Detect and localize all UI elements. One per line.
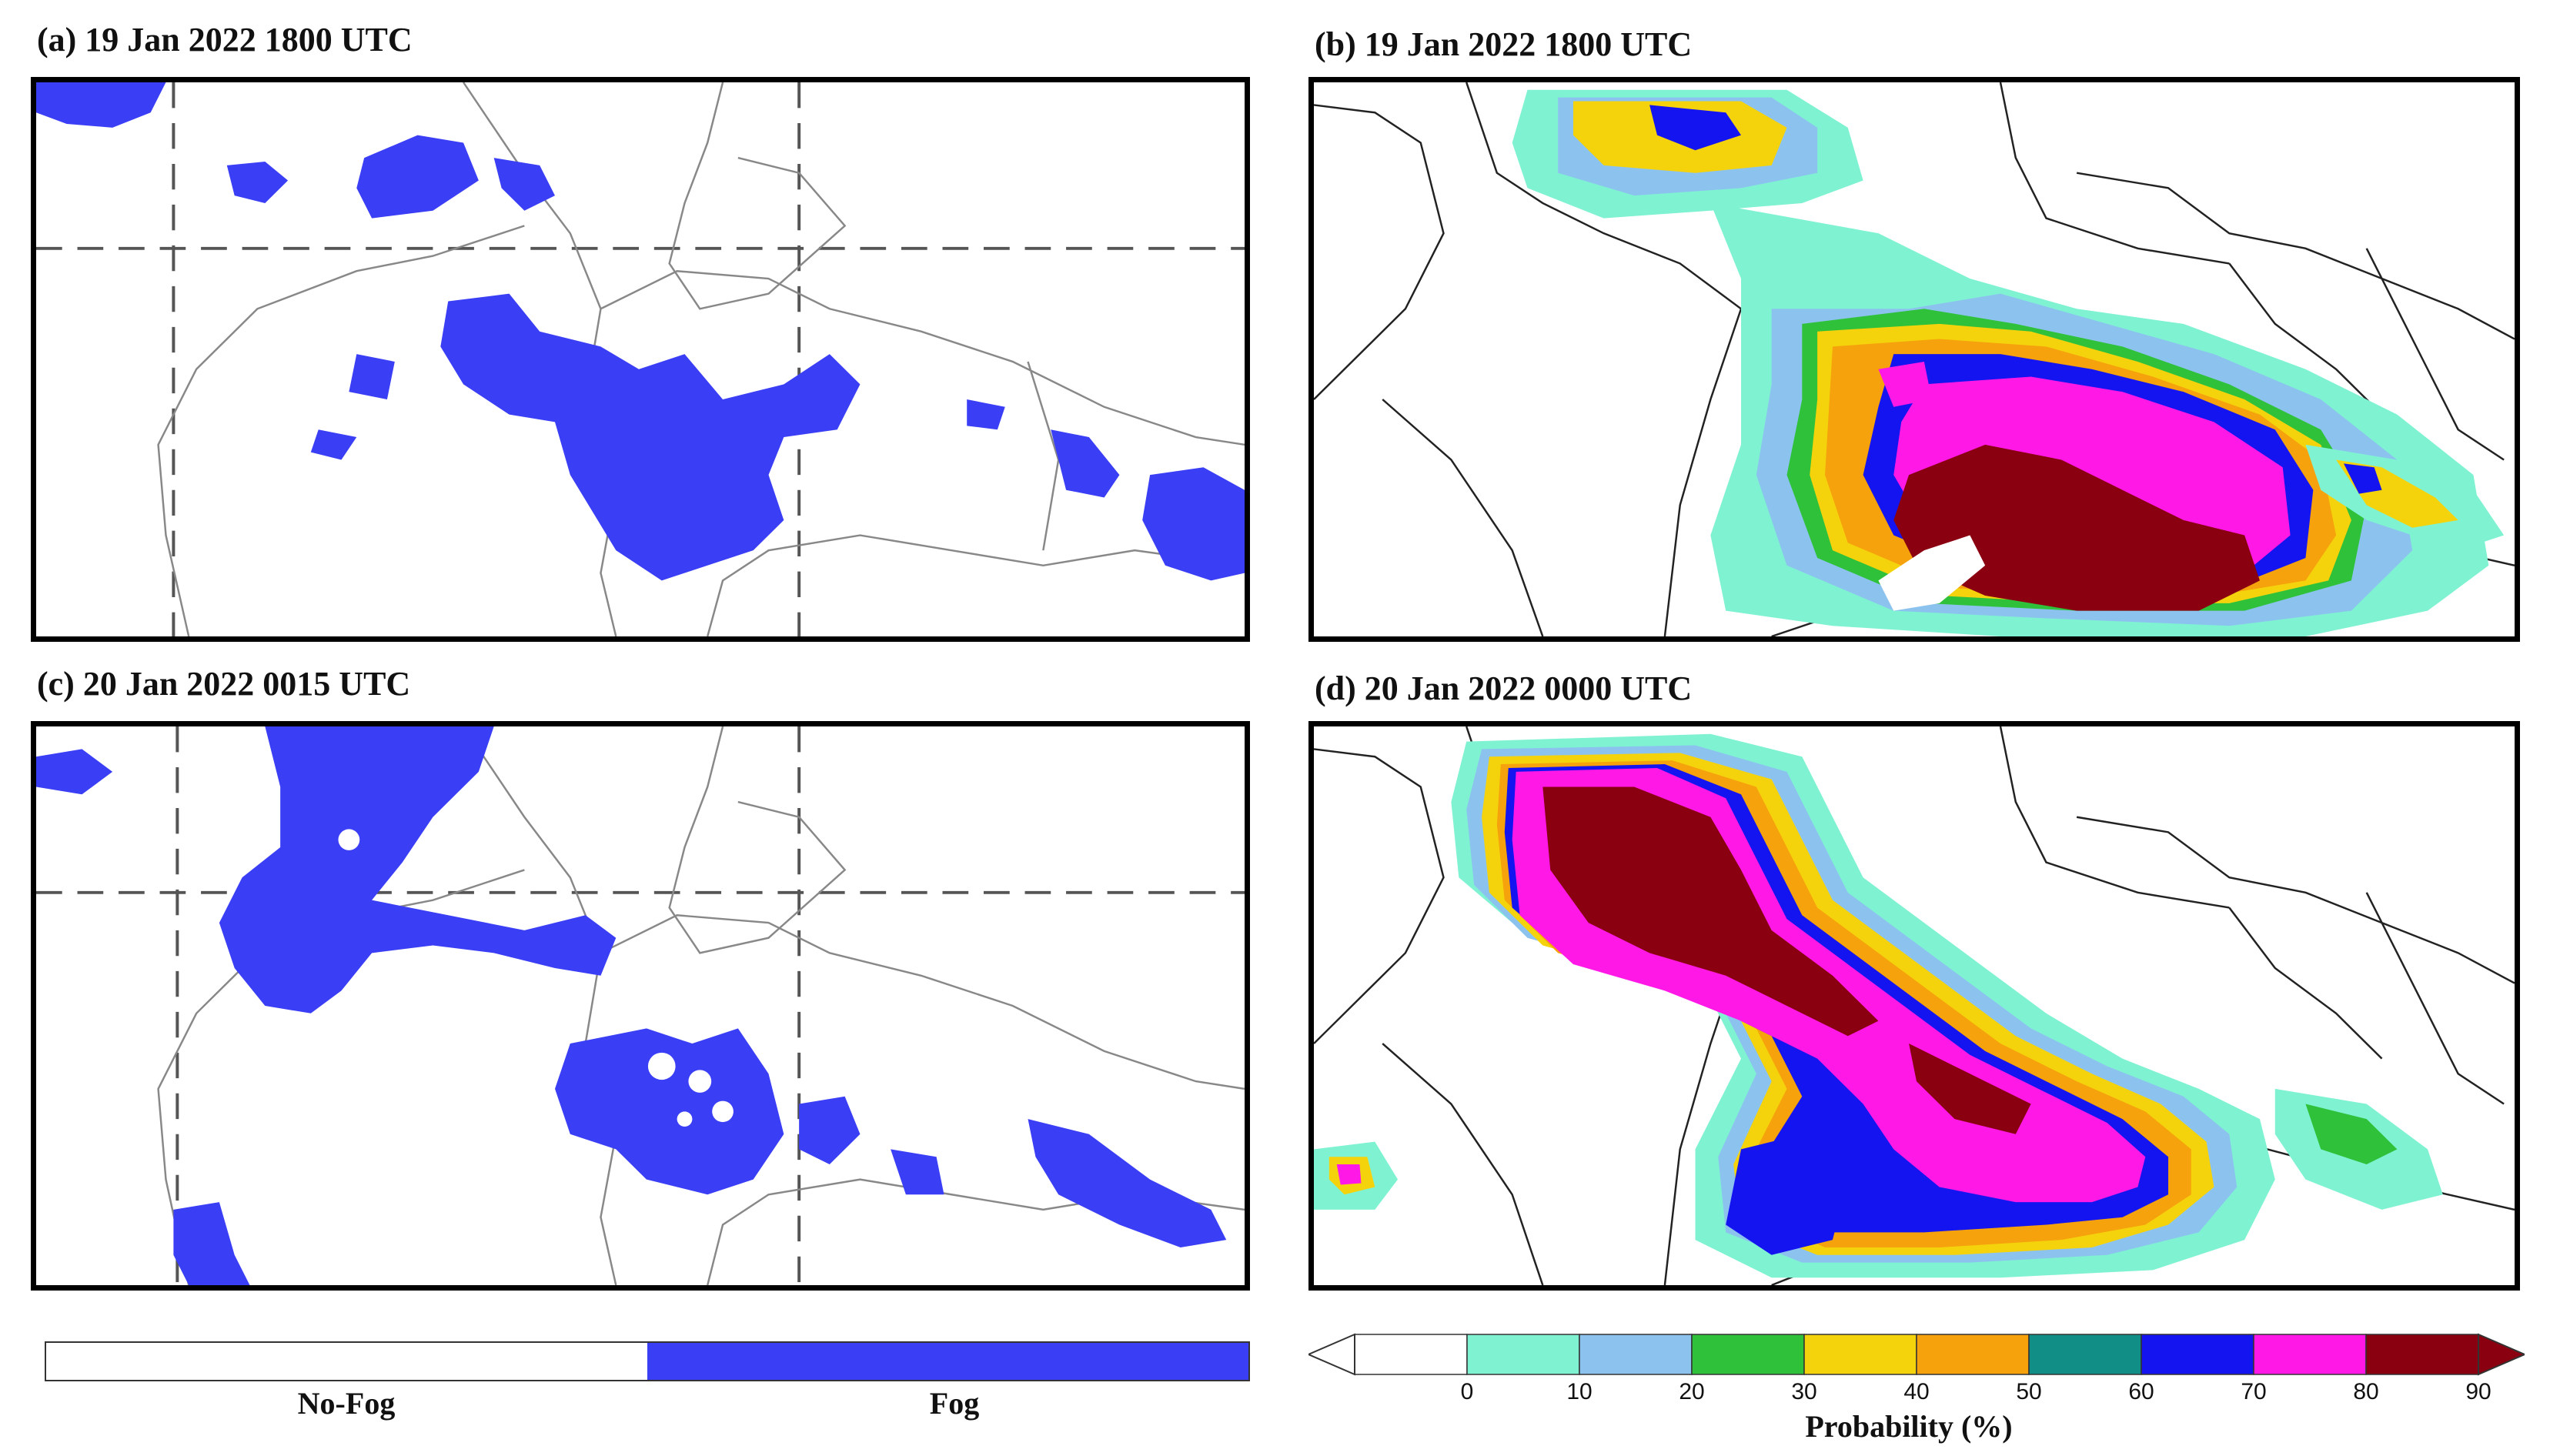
panel-c-fog-map bbox=[31, 721, 1250, 1291]
colorbar-cell bbox=[1354, 1334, 1468, 1375]
colorbar-tick-label: 80 bbox=[2353, 1379, 2379, 1404]
probability-colorbar bbox=[1308, 1333, 2525, 1376]
panel-a-title: (a) 19 Jan 2022 1800 UTC bbox=[37, 21, 413, 58]
colorbar-tick-label: 40 bbox=[1903, 1379, 1930, 1404]
panel-d-title: (d) 20 Jan 2022 0000 UTC bbox=[1315, 670, 1693, 707]
fog-label: Fog bbox=[929, 1386, 980, 1421]
panel-a-fog-map bbox=[31, 77, 1250, 642]
colorbar-cell bbox=[1691, 1334, 1805, 1375]
fog-swatch bbox=[647, 1343, 1248, 1380]
colorbar-cell bbox=[1579, 1334, 1693, 1375]
colorbar-min-arrow bbox=[1308, 1333, 1355, 1376]
colorbar-tick-label: 90 bbox=[2465, 1379, 2492, 1404]
graticule-lines bbox=[36, 726, 1245, 1285]
no-fog-swatch bbox=[46, 1343, 647, 1380]
colorbar-cell bbox=[2141, 1334, 2254, 1375]
colorbar-cell bbox=[1803, 1334, 1917, 1375]
panel-b-title: (b) 19 Jan 2022 1800 UTC bbox=[1315, 25, 1693, 63]
colorbar-tick-label: 70 bbox=[2241, 1379, 2267, 1404]
colorbar-cell bbox=[2365, 1334, 2479, 1375]
colorbar-cell bbox=[2253, 1334, 2367, 1375]
colorbar-tick-label: 20 bbox=[1679, 1379, 1705, 1404]
colorbar-tick-label: 50 bbox=[2016, 1379, 2042, 1404]
colorbar-tick-label: 60 bbox=[2128, 1379, 2154, 1404]
boundary-lines bbox=[157, 82, 1245, 636]
panel-d-probability-map bbox=[1308, 721, 2520, 1291]
probability-shading bbox=[1512, 89, 2505, 636]
graticule-lines bbox=[36, 82, 1245, 636]
panel-b-probability-map bbox=[1308, 77, 2520, 642]
fog-legend bbox=[45, 1341, 1250, 1381]
fog-patches bbox=[36, 726, 1227, 1285]
colorbar-tick-label: 0 bbox=[1460, 1379, 1474, 1404]
no-fog-label: No-Fog bbox=[297, 1386, 396, 1421]
panel-c-title: (c) 20 Jan 2022 0015 UTC bbox=[37, 665, 411, 703]
colorbar-cell bbox=[1916, 1334, 2030, 1375]
colorbar-tick-label: 10 bbox=[1566, 1379, 1592, 1404]
colorbar-max-arrow bbox=[2478, 1333, 2525, 1376]
colorbar-cell bbox=[1466, 1334, 1580, 1375]
fog-patches bbox=[36, 82, 1245, 581]
colorbar-tick-label: 30 bbox=[1791, 1379, 1817, 1404]
probability-axis-label: Probability (%) bbox=[1805, 1409, 2013, 1444]
colorbar-cell bbox=[2028, 1334, 2142, 1375]
probability-shading bbox=[1314, 733, 2443, 1278]
